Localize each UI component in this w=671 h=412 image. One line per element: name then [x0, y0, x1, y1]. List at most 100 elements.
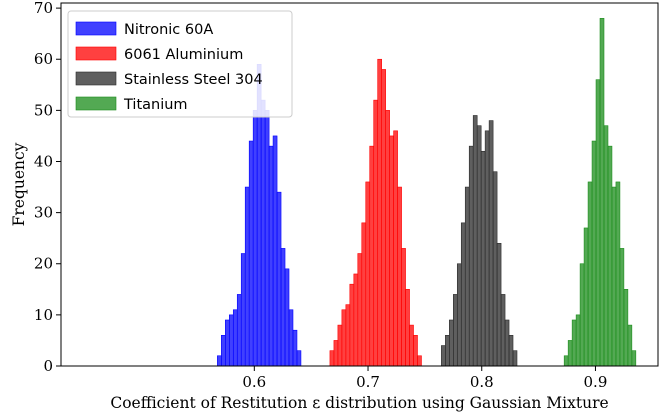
- bar: [453, 294, 458, 367]
- y-tick-label: 20: [34, 255, 53, 273]
- bar: [405, 289, 410, 367]
- bar: [229, 314, 234, 367]
- y-tick-label: 30: [34, 204, 53, 222]
- bar: [615, 181, 621, 367]
- bar: [337, 324, 343, 367]
- bar: [397, 186, 402, 367]
- bar: [369, 145, 375, 367]
- bar: [329, 350, 335, 367]
- bar: [591, 140, 597, 367]
- bar: [345, 304, 351, 367]
- bar: [464, 186, 470, 367]
- y-tick-label: 40: [34, 152, 53, 170]
- bar: [631, 350, 637, 367]
- legend: Nitronic 60A 6061 Aluminium Stainless Stee…: [67, 10, 293, 118]
- plot-frame: [60, 2, 659, 367]
- bar: [284, 268, 290, 367]
- bar: [508, 335, 514, 367]
- bar: [264, 110, 270, 367]
- bar: [413, 335, 418, 367]
- bar: [583, 227, 589, 367]
- y-tick-label: 0: [43, 357, 53, 375]
- y-tick-label: 10: [34, 306, 53, 324]
- bar: [607, 145, 613, 367]
- bar: [244, 186, 250, 367]
- bar: [288, 309, 294, 367]
- bar: [276, 191, 282, 367]
- x-axis: 0.6 0.7 0.8 0.9: [242, 366, 607, 391]
- legend-label: Titanium: [123, 97, 188, 113]
- bar: [571, 319, 577, 367]
- bar: [492, 171, 498, 367]
- bar: [357, 253, 363, 367]
- x-axis-label: Coefficient of Restitution ε distributio…: [110, 394, 608, 412]
- legend-label: Stainless Steel 304: [124, 72, 263, 88]
- bar: [488, 120, 494, 367]
- bar: [333, 340, 339, 367]
- bar: [361, 222, 367, 367]
- bar: [579, 263, 585, 367]
- y-axis-label: Frequency: [10, 142, 28, 226]
- legend-swatch: [75, 96, 117, 111]
- legend-swatch: [75, 46, 117, 61]
- y-tick-label: 60: [34, 50, 53, 68]
- bar: [373, 99, 378, 367]
- bar: [575, 314, 581, 367]
- bar: [623, 289, 629, 367]
- bar: [280, 248, 286, 367]
- bar: [456, 263, 462, 367]
- bar: [468, 145, 474, 367]
- bar: [512, 350, 518, 367]
- series-nitronic-60a: [217, 64, 302, 367]
- bar: [248, 140, 254, 367]
- bar: [409, 324, 414, 367]
- x-tick-label: 0.8: [470, 373, 494, 391]
- bar: [599, 18, 605, 367]
- bar: [563, 355, 569, 367]
- y-axis: 0 10 20 30 40 50 60 70: [34, 0, 61, 375]
- bar: [268, 145, 274, 367]
- bar: [393, 130, 398, 367]
- bar: [240, 253, 246, 367]
- bar: [484, 130, 490, 367]
- bar: [500, 294, 506, 367]
- bar: [587, 181, 593, 367]
- x-tick-label: 0.7: [356, 373, 380, 391]
- bar: [260, 99, 266, 367]
- bar: [449, 319, 454, 367]
- bar: [627, 324, 633, 367]
- bar: [480, 150, 486, 367]
- bar: [385, 110, 390, 367]
- bar: [611, 186, 617, 367]
- y-tick-label: 50: [34, 101, 53, 119]
- bar: [296, 350, 302, 367]
- bar: [225, 319, 230, 367]
- x-tick-label: 0.9: [584, 373, 608, 391]
- bar: [217, 355, 222, 367]
- series-titanium: [563, 18, 637, 367]
- bar: [619, 248, 625, 367]
- bar: [401, 248, 406, 367]
- bar: [221, 335, 226, 367]
- bar: [341, 309, 347, 367]
- legend-swatch: [75, 71, 117, 86]
- bar: [476, 125, 482, 367]
- bar: [389, 135, 394, 367]
- bar: [353, 273, 359, 367]
- bar: [417, 355, 422, 367]
- series-stainless-steel-304: [441, 115, 518, 367]
- legend-box: [67, 10, 293, 118]
- bar: [349, 283, 355, 367]
- bar: [381, 69, 386, 367]
- legend-swatch: [75, 21, 117, 36]
- bar: [603, 125, 609, 367]
- bar: [272, 135, 278, 367]
- bar: [567, 340, 573, 367]
- bar: [441, 345, 446, 367]
- legend-label: 6061 Aluminium: [124, 47, 243, 63]
- bar: [365, 181, 371, 367]
- bar: [252, 110, 258, 367]
- bar: [236, 294, 242, 367]
- y-tick-label: 70: [34, 0, 53, 17]
